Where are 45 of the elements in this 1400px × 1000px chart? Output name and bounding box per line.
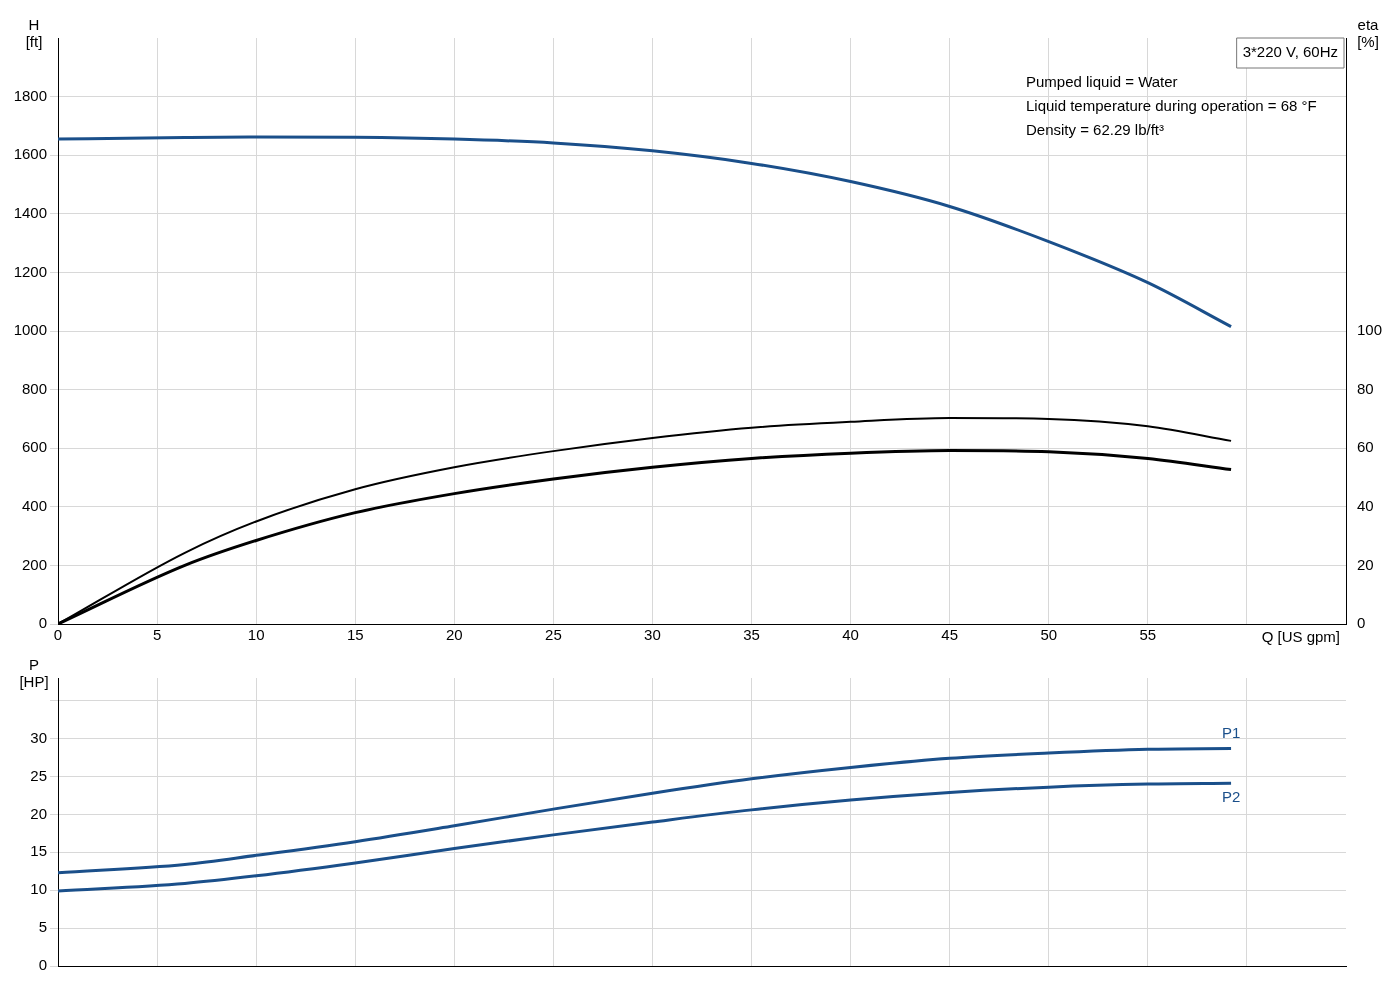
- y2-axis-title: eta [%]: [1357, 15, 1380, 50]
- y-tick-label: 30: [30, 728, 47, 746]
- y-tick-label: 800: [21, 379, 47, 397]
- x-tick-label: 45: [941, 626, 959, 644]
- y-tick-label: 1800: [13, 86, 47, 104]
- y2-tick-label: 20: [1357, 555, 1374, 573]
- y2-tick-label: 60: [1357, 438, 1374, 456]
- y-tick-label: 25: [30, 766, 47, 784]
- x-tick-label: 15: [346, 626, 364, 644]
- y2-tick-label: 80: [1357, 379, 1374, 397]
- y-tick-label: 600: [21, 438, 47, 456]
- annotation: Liquid temperature during operation = 68 °F: [1026, 97, 1317, 115]
- annotation: Pumped liquid = Water: [1026, 73, 1178, 91]
- series-label: P2: [1221, 788, 1241, 806]
- x-tick-label: 25: [545, 626, 562, 644]
- y2-tick-label: 40: [1357, 496, 1374, 514]
- x-tick-label: 40: [842, 626, 859, 644]
- x-axis-title: Q [US gpm]: [1261, 627, 1340, 645]
- y2-tick-label: 0: [1357, 614, 1366, 632]
- y-tick-label: 10: [30, 880, 47, 898]
- y-axis-title: P [HP]: [19, 655, 49, 690]
- chart-title: 3*220 V, 60Hz: [1242, 43, 1338, 61]
- y-tick-label: 400: [21, 496, 47, 514]
- y-tick-label: 5: [38, 918, 47, 936]
- series-label: P1: [1221, 723, 1241, 741]
- y-axis-title: H [ft]: [25, 15, 43, 50]
- y-tick-label: 200: [21, 555, 47, 573]
- annotation: Density = 62.29 lb/ft³: [1026, 121, 1164, 139]
- y-tick-label: 1600: [13, 145, 47, 163]
- x-tick-label: 30: [644, 626, 661, 644]
- x-tick-label: 35: [743, 626, 760, 644]
- y-tick-label: 1400: [13, 203, 47, 221]
- x-tick-label: 0: [53, 626, 63, 644]
- x-tick-label: 50: [1040, 626, 1058, 644]
- y-tick-label: 15: [30, 842, 47, 860]
- y-tick-label: 20: [30, 804, 47, 822]
- x-tick-label: 10: [247, 626, 265, 644]
- y-tick-label: 0: [38, 614, 47, 632]
- y-tick-label: 1200: [13, 262, 47, 280]
- x-tick-label: 20: [445, 626, 463, 644]
- x-tick-label: 5: [152, 626, 162, 644]
- x-tick-label: 55: [1139, 626, 1157, 644]
- y-tick-label: 1000: [13, 321, 47, 339]
- y2-tick-label: 100: [1357, 321, 1383, 339]
- y-tick-label: 0: [38, 956, 47, 974]
